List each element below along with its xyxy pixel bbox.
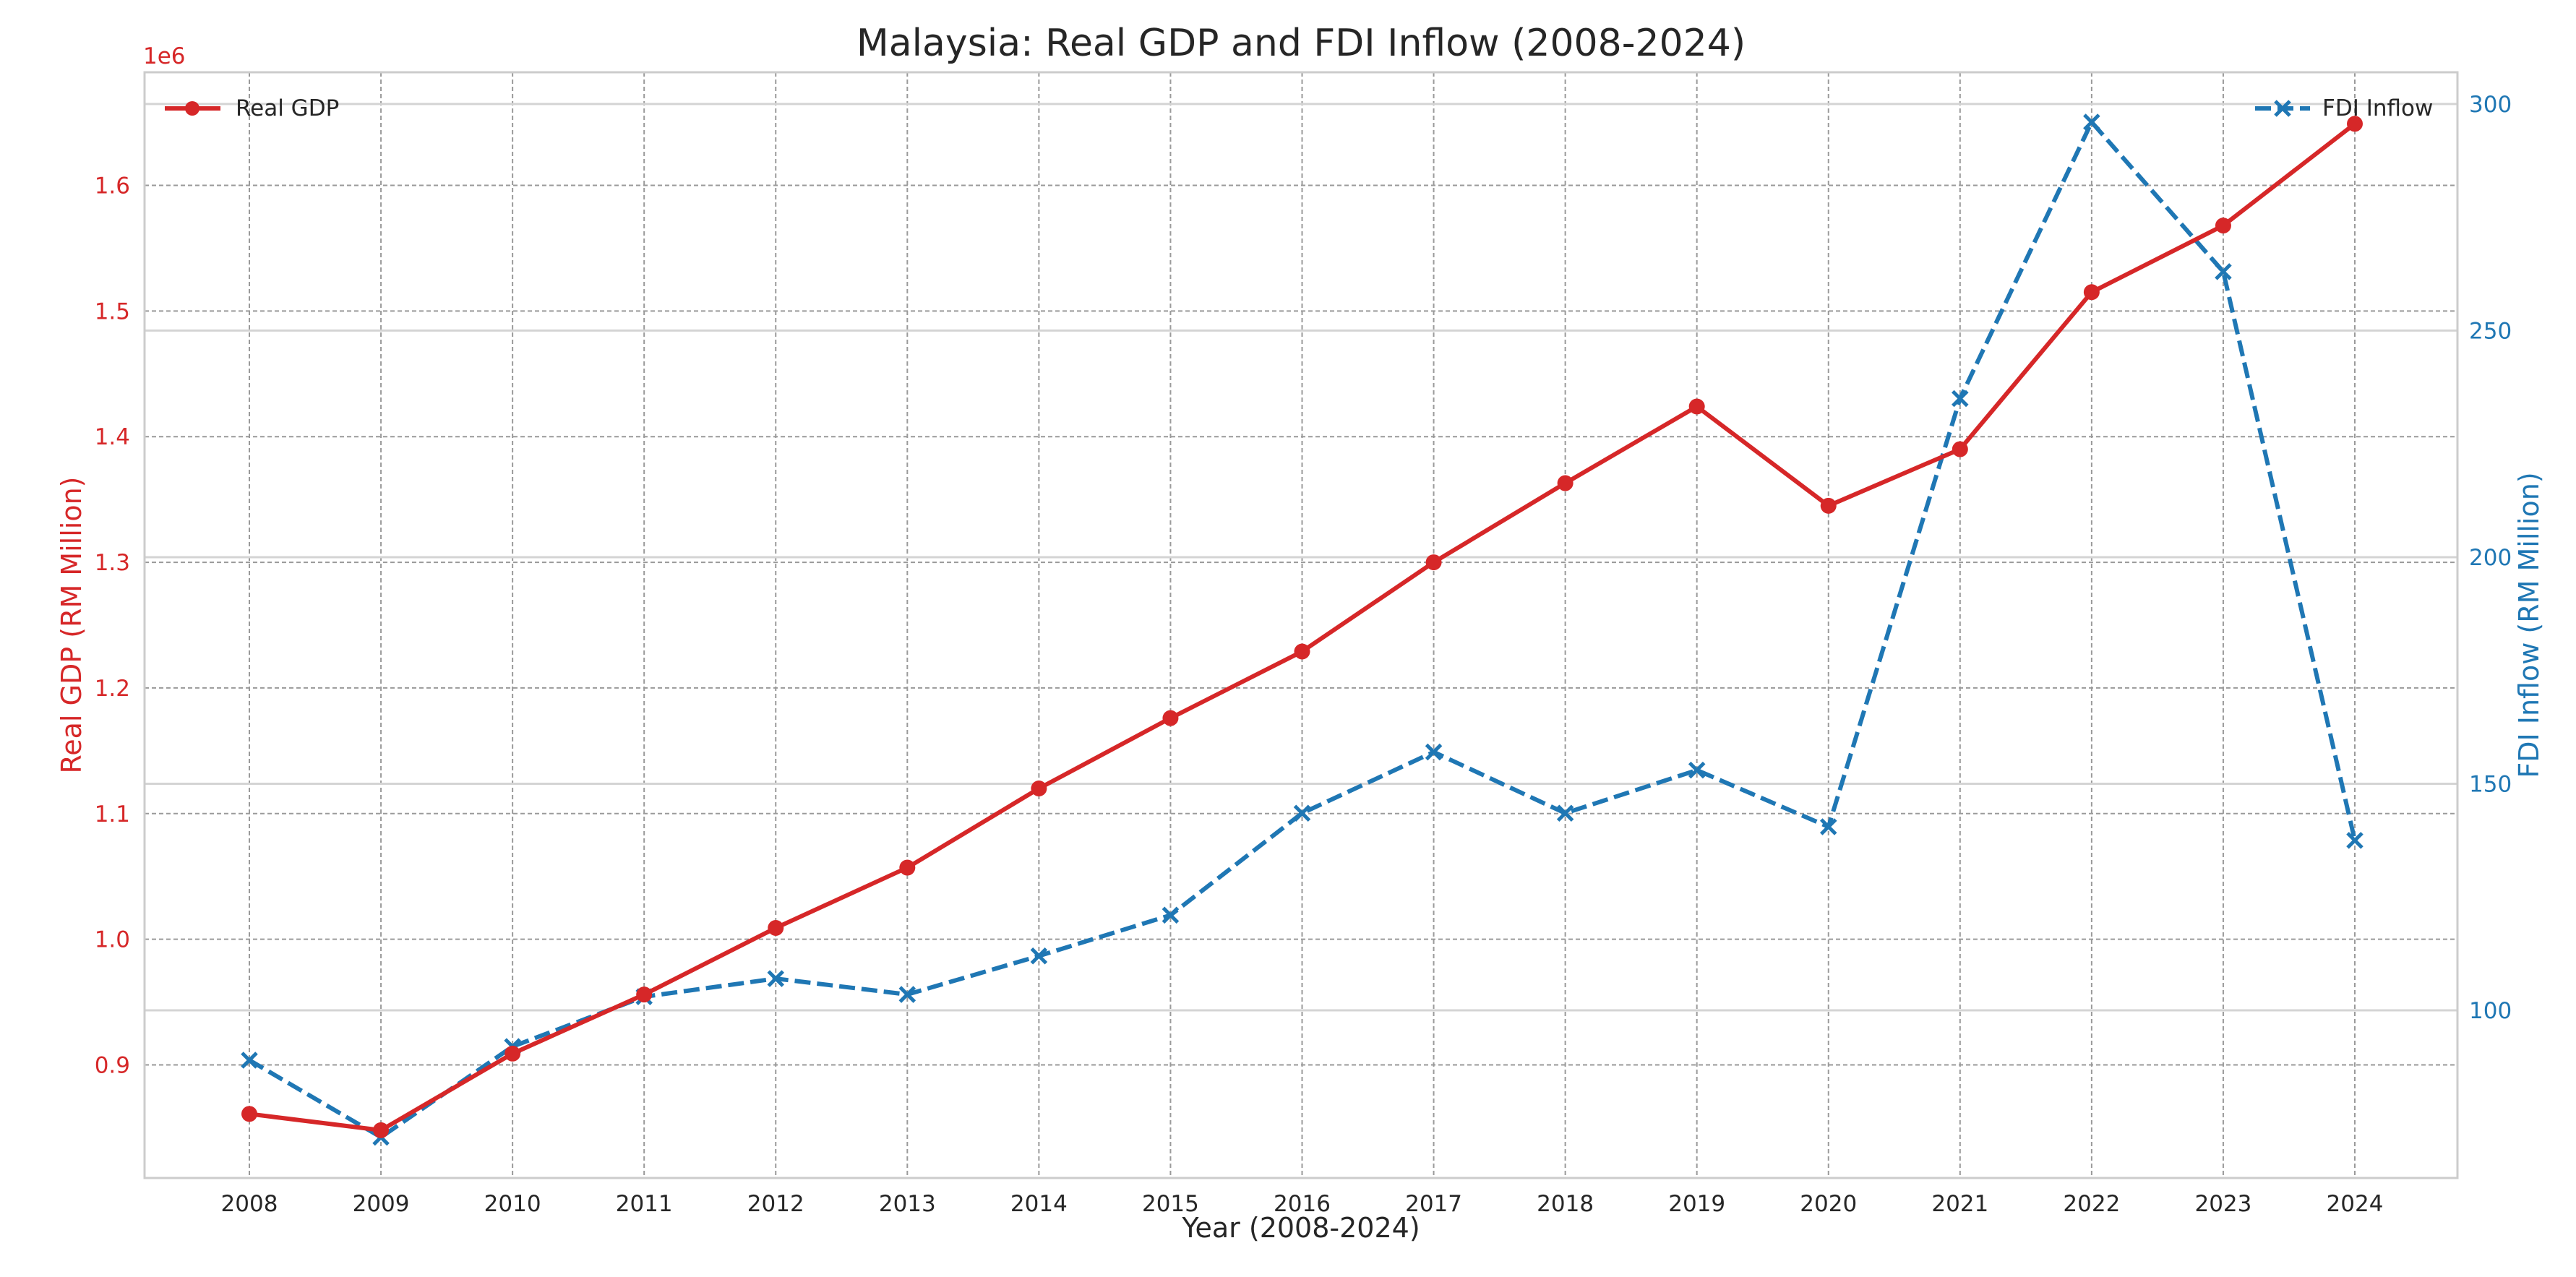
x-tick-label: 2020 xyxy=(1800,1191,1857,1217)
x-tick-label: 2024 xyxy=(2327,1191,2384,1217)
chart-title: Malaysia: Real GDP and FDI Inflow (2008-… xyxy=(856,22,1746,65)
x-ticks: 2008 2009 2010 2011 2012 2013 2014 2015 2016 2017… xyxy=(221,1191,2384,1217)
gdp-point xyxy=(1820,497,1837,514)
gdp-point xyxy=(1557,475,1573,491)
legend-gdp-label: Real GDP xyxy=(236,95,339,121)
grid xyxy=(145,72,2457,1178)
x-tick-label: 2011 xyxy=(616,1191,673,1217)
gdp-point xyxy=(2215,218,2231,234)
gdp-point xyxy=(2083,284,2100,301)
legend-fdi-label: FDI Inflow xyxy=(2322,95,2433,121)
x-tick-label: 2012 xyxy=(747,1191,804,1217)
left-y-tick-label: 1.1 xyxy=(95,801,130,827)
left-y-ticks: 0.9 1.0 1.1 1.2 1.3 1.4 1.5 1.6 xyxy=(95,173,130,1078)
series-gdp xyxy=(241,116,2363,1138)
x-tick-label: 2009 xyxy=(353,1191,410,1217)
gdp-point xyxy=(505,1045,521,1062)
gdp-point xyxy=(373,1122,390,1138)
gdp-point xyxy=(636,986,653,1003)
left-y-tick-label: 1.6 xyxy=(95,173,130,199)
legend-fdi-marker xyxy=(2274,100,2291,117)
x-tick-label: 2013 xyxy=(879,1191,936,1217)
legend-fdi: FDI Inflow xyxy=(2255,95,2433,121)
left-y-tick-label: 0.9 xyxy=(95,1053,130,1079)
gdp-point xyxy=(1162,710,1179,726)
x-tick-label: 2019 xyxy=(1668,1191,1725,1217)
left-y-tick-label: 1.0 xyxy=(95,927,130,953)
x-tick-label: 2010 xyxy=(484,1191,541,1217)
x-tick-label: 2017 xyxy=(1405,1191,1462,1217)
gdp-point xyxy=(2347,116,2363,132)
left-y-tick-label: 1.2 xyxy=(95,676,130,702)
fdi-point xyxy=(1819,818,1837,835)
fdi-point xyxy=(1556,804,1574,822)
fdi-point xyxy=(2083,113,2100,131)
left-y-tick-label: 1.5 xyxy=(95,298,130,324)
gdp-point xyxy=(1294,643,1310,660)
fdi-point xyxy=(2346,832,2364,849)
fdi-point xyxy=(1688,761,1706,779)
legend-gdp-marker xyxy=(185,101,199,116)
fdi-point xyxy=(1162,906,1180,924)
gdp-point xyxy=(1031,781,1047,797)
gdp-point xyxy=(1952,441,1968,457)
fdi-point xyxy=(898,986,916,1003)
right-y-tick-label: 150 xyxy=(2469,771,2512,797)
right-y-tick-label: 300 xyxy=(2469,92,2512,118)
x-tick-label: 2018 xyxy=(1537,1191,1594,1217)
gdp-point xyxy=(1688,398,1705,415)
right-y-tick-label: 100 xyxy=(2469,998,2512,1024)
fdi-point xyxy=(1293,804,1311,822)
fdi-point xyxy=(1952,390,1969,408)
x-tick-label: 2023 xyxy=(2194,1191,2251,1217)
left-y-tick-label: 1.4 xyxy=(95,424,130,450)
fdi-point xyxy=(241,1052,258,1069)
x-tick-label: 2015 xyxy=(1142,1191,1199,1217)
legend-gdp: Real GDP xyxy=(165,95,339,121)
fdi-point xyxy=(767,970,785,987)
gdp-point xyxy=(768,920,784,937)
right-y-axis-label: FDI Inflow (RM Million) xyxy=(2513,472,2545,778)
x-tick-label: 2014 xyxy=(1010,1191,1068,1217)
x-tick-label: 2022 xyxy=(2063,1191,2120,1217)
fdi-point xyxy=(1425,743,1443,761)
left-axis-multiplier: 1e6 xyxy=(143,43,186,69)
right-y-tick-label: 250 xyxy=(2469,318,2512,344)
x-tick-label: 2008 xyxy=(221,1191,278,1217)
gdp-point xyxy=(899,859,916,876)
plot-frame xyxy=(143,71,2459,1179)
x-tick-label: 2021 xyxy=(1931,1191,1988,1217)
left-y-axis-label: Real GDP (RM Million) xyxy=(56,477,87,774)
fdi-point xyxy=(1030,947,1048,965)
x-tick-label: 2016 xyxy=(1274,1191,1331,1217)
left-y-tick-label: 1.3 xyxy=(95,550,130,576)
gdp-point xyxy=(1425,554,1442,571)
right-y-tick-label: 200 xyxy=(2469,545,2512,571)
gdp-point xyxy=(241,1106,257,1122)
x-axis-label: Year (2008-2024) xyxy=(1181,1212,1420,1244)
fdi-point xyxy=(2215,263,2232,280)
right-y-ticks: 100 150 200 250 300 xyxy=(2469,92,2512,1024)
